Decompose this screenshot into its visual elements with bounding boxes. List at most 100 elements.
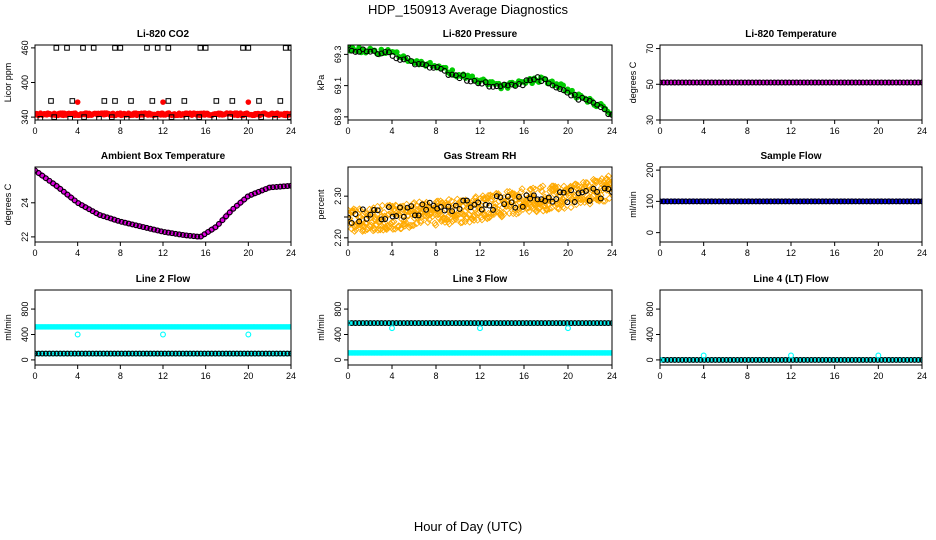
- data-point: [686, 79, 693, 86]
- data-point: [68, 350, 75, 357]
- data-point: [518, 185, 526, 193]
- data-point: [767, 356, 774, 363]
- data-point: [723, 79, 730, 86]
- data-point: [745, 79, 752, 86]
- panel-co2: Li-820 CO2 0 4 8 12 16 20 24 340 400 460 Licor ppm: [3, 29, 296, 136]
- data-point: [553, 320, 560, 327]
- data-point: [172, 350, 179, 357]
- data-point: [867, 198, 874, 205]
- data-point: [841, 198, 848, 205]
- data-point: [568, 92, 575, 99]
- data-point: [568, 187, 575, 194]
- data-point: [425, 211, 433, 220]
- data-point: [878, 79, 885, 86]
- data-point: [889, 198, 896, 205]
- data-point: [215, 220, 222, 227]
- x-tick-label: 16: [201, 371, 211, 381]
- data-point: [552, 189, 561, 197]
- x-tick-label: 4: [75, 126, 80, 136]
- data-point: [907, 356, 914, 363]
- data-point: [660, 198, 663, 205]
- data-point: [255, 350, 262, 357]
- y-tick-label: 400: [645, 327, 655, 342]
- data-point: [423, 206, 430, 213]
- data-point: [152, 116, 159, 120]
- data-point: [514, 209, 523, 217]
- data-point: [237, 350, 244, 357]
- y-tick-label: 30: [645, 115, 655, 125]
- data-point: [867, 356, 874, 363]
- data-point: [608, 177, 612, 186]
- x-tick-label: 20: [563, 371, 573, 381]
- data-point: [911, 198, 918, 205]
- data-point: [793, 356, 800, 363]
- data-points: [660, 352, 922, 363]
- x-tick-label: 8: [433, 126, 438, 136]
- x-tick-label: 8: [433, 371, 438, 381]
- data-point: [852, 79, 859, 86]
- data-point: [497, 194, 504, 201]
- data-point: [273, 183, 280, 190]
- data-point: [478, 320, 485, 327]
- panel-line4: Line 4 (LT) Flow 0 4 8 12 16 20 24 0 400 800 ml/min: [628, 274, 927, 381]
- data-point: [797, 356, 804, 363]
- data-point: [686, 356, 693, 363]
- data-point: [352, 48, 359, 55]
- data-point: [365, 222, 373, 230]
- data-point: [571, 320, 578, 327]
- data-point: [556, 320, 563, 327]
- data-point: [882, 79, 889, 86]
- data-point: [169, 350, 175, 357]
- data-point: [712, 198, 719, 205]
- data-point: [786, 198, 793, 205]
- data-point: [68, 194, 75, 201]
- data-point: [245, 99, 252, 105]
- data-point: [583, 320, 589, 327]
- data-point: [107, 350, 114, 357]
- data-point: [169, 230, 175, 237]
- data-point: [712, 356, 719, 363]
- data-point: [438, 203, 444, 210]
- data-point: [215, 350, 222, 357]
- data-point: [107, 215, 114, 222]
- series-2: [348, 320, 612, 327]
- data-point: [561, 197, 569, 206]
- data-point: [542, 320, 549, 327]
- data-point: [385, 320, 392, 327]
- data-point: [605, 186, 612, 192]
- data-point: [194, 233, 201, 240]
- data-point: [900, 79, 907, 86]
- x-tick-label: 20: [243, 371, 253, 381]
- y-tick-label: 70: [645, 44, 655, 54]
- data-point: [504, 193, 511, 200]
- data-point: [288, 324, 291, 330]
- series-1: [348, 185, 612, 226]
- data-point: [845, 198, 852, 205]
- data-point: [356, 218, 363, 225]
- data-point: [593, 177, 601, 186]
- data-point: [856, 198, 863, 205]
- data-point: [800, 198, 807, 205]
- y-tick-label: 800: [645, 302, 655, 317]
- data-point: [419, 320, 426, 327]
- data-point: [841, 79, 848, 86]
- series-0: [348, 45, 612, 117]
- data-point: [376, 206, 384, 214]
- data-point: [534, 320, 541, 327]
- data-point: [482, 320, 489, 327]
- data-point: [423, 320, 430, 327]
- data-point: [549, 320, 556, 327]
- data-point: [96, 212, 103, 218]
- data-point: [516, 320, 522, 327]
- data-point: [845, 79, 852, 86]
- panel-rh: Gas Stream RH 0 4 8 12 16 20 24 2.20 2.30 percent: [316, 151, 617, 258]
- panel-pressure: Li-820 Pressure 0 4 8 12 16 20 24 68.9 69.1 69.3 kP…: [316, 29, 617, 136]
- data-point: [797, 198, 804, 205]
- data-point: [397, 204, 404, 211]
- data-point: [37, 116, 44, 120]
- data-point: [390, 218, 398, 226]
- data-point: [78, 350, 85, 357]
- data-point: [422, 198, 431, 207]
- data-point: [904, 356, 911, 363]
- data-point: [408, 203, 415, 210]
